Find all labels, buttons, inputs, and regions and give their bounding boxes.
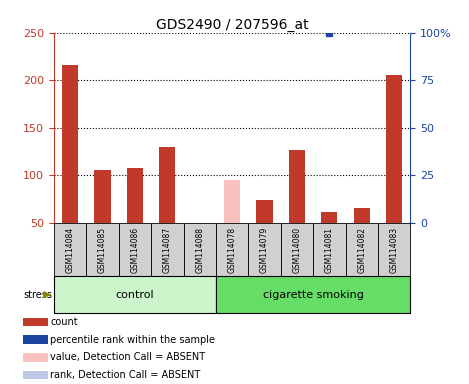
Text: GSM114086: GSM114086 <box>130 227 139 273</box>
Bar <box>119 223 151 276</box>
Bar <box>127 167 143 223</box>
Text: GSM114078: GSM114078 <box>227 227 237 273</box>
Bar <box>257 200 272 223</box>
Bar <box>62 65 78 223</box>
Bar <box>216 223 249 276</box>
Bar <box>23 371 47 379</box>
Bar <box>23 353 47 362</box>
Bar <box>86 223 119 276</box>
Text: control: control <box>116 290 154 300</box>
Text: GSM114087: GSM114087 <box>163 227 172 273</box>
Bar <box>183 223 216 276</box>
Bar <box>249 223 281 276</box>
Text: value, Detection Call = ABSENT: value, Detection Call = ABSENT <box>50 353 205 362</box>
Text: cigarette smoking: cigarette smoking <box>263 290 363 300</box>
Text: percentile rank within the sample: percentile rank within the sample <box>50 334 215 344</box>
Text: GSM114080: GSM114080 <box>293 227 302 273</box>
Bar <box>378 223 410 276</box>
Bar <box>313 223 346 276</box>
Bar <box>346 223 378 276</box>
Bar <box>281 223 313 276</box>
Text: GSM114088: GSM114088 <box>195 227 204 273</box>
Bar <box>224 180 240 223</box>
Bar <box>151 223 183 276</box>
Bar <box>23 335 47 344</box>
Bar <box>354 209 370 223</box>
Bar <box>54 276 216 313</box>
Bar <box>321 212 338 223</box>
Text: GSM114082: GSM114082 <box>357 227 366 273</box>
Text: stress: stress <box>23 290 53 300</box>
Text: GSM114084: GSM114084 <box>66 227 75 273</box>
Text: count: count <box>50 317 78 327</box>
Text: GSM114079: GSM114079 <box>260 227 269 273</box>
Text: GSM114085: GSM114085 <box>98 227 107 273</box>
Bar <box>23 318 47 326</box>
Text: GSM114081: GSM114081 <box>325 227 334 273</box>
Bar <box>386 75 402 223</box>
Text: rank, Detection Call = ABSENT: rank, Detection Call = ABSENT <box>50 370 201 380</box>
Bar <box>54 223 86 276</box>
Title: GDS2490 / 207596_at: GDS2490 / 207596_at <box>156 18 309 31</box>
Bar <box>289 149 305 223</box>
Bar <box>94 170 111 223</box>
Bar <box>216 276 410 313</box>
Bar <box>159 147 175 223</box>
Text: GSM114083: GSM114083 <box>390 227 399 273</box>
